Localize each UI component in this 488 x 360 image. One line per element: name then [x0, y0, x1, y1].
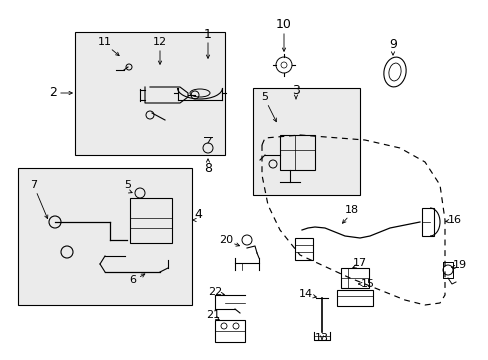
- Text: 14: 14: [298, 289, 312, 299]
- Bar: [280, 135, 314, 170]
- Text: 12: 12: [153, 37, 167, 47]
- Text: 22: 22: [207, 287, 222, 297]
- Text: 21: 21: [205, 310, 220, 320]
- Text: 16: 16: [447, 215, 461, 225]
- Text: 17: 17: [352, 258, 366, 268]
- Text: 11: 11: [98, 37, 112, 47]
- Text: 3: 3: [291, 84, 299, 96]
- Text: 15: 15: [360, 279, 374, 289]
- Text: 19: 19: [452, 260, 466, 270]
- Bar: [340, 268, 368, 288]
- Text: 4: 4: [194, 208, 202, 221]
- Text: 1: 1: [203, 27, 211, 40]
- Text: 10: 10: [276, 18, 291, 31]
- Text: 5: 5: [124, 180, 131, 190]
- Bar: [294, 238, 312, 260]
- Text: 5: 5: [261, 92, 268, 102]
- Text: 7: 7: [30, 180, 38, 190]
- Text: 6: 6: [129, 275, 136, 285]
- Text: 13: 13: [314, 333, 328, 343]
- Text: 20: 20: [219, 235, 233, 245]
- Bar: [130, 198, 172, 243]
- Bar: [18, 168, 192, 305]
- Bar: [215, 320, 244, 342]
- Bar: [336, 290, 372, 306]
- Bar: [75, 32, 224, 155]
- Text: 8: 8: [203, 162, 212, 175]
- Text: 9: 9: [388, 39, 396, 51]
- Bar: [421, 208, 433, 236]
- Text: 2: 2: [49, 86, 57, 99]
- Bar: [252, 88, 359, 195]
- Text: 18: 18: [344, 205, 358, 215]
